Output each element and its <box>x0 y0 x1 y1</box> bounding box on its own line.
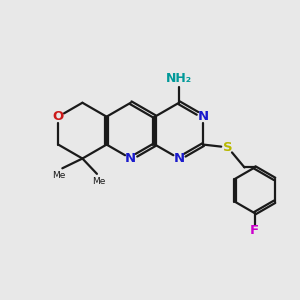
Text: S: S <box>223 141 232 154</box>
Text: Me: Me <box>52 171 66 180</box>
Text: N: N <box>198 110 209 123</box>
Text: N: N <box>173 152 184 165</box>
Text: Me: Me <box>92 177 106 186</box>
Text: N: N <box>125 152 136 165</box>
Text: F: F <box>250 224 260 237</box>
Text: O: O <box>52 110 64 123</box>
Text: NH₂: NH₂ <box>166 72 192 85</box>
